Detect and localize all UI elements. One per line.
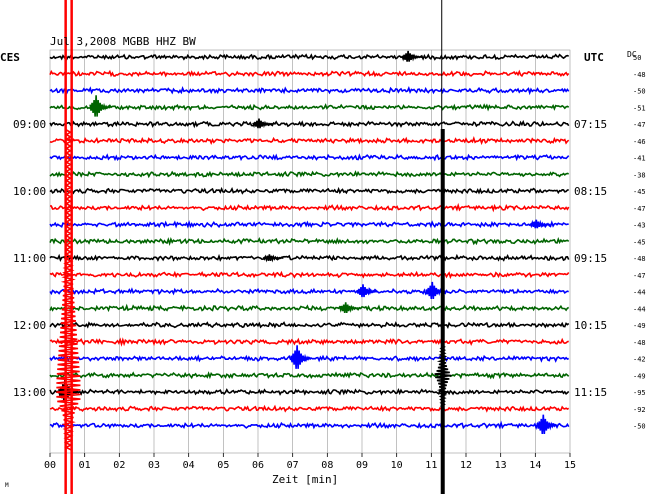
red-event-line xyxy=(70,0,73,494)
dc-offset-label: -95 xyxy=(633,389,646,397)
grid xyxy=(49,49,571,457)
dc-offset-label: -47 xyxy=(633,121,646,129)
trace-line xyxy=(49,69,570,78)
dc-offset-label: -50 xyxy=(633,88,646,96)
left-time-label: 11:00 xyxy=(13,252,46,265)
trace-line xyxy=(49,337,569,347)
trace-line xyxy=(49,136,570,146)
dc-offset-label: -45 xyxy=(633,188,646,196)
labels: Jul 3,2008 MGBB HHZ BW CES UTC DC Zeit [… xyxy=(0,35,646,489)
x-tick-label: 13 xyxy=(495,460,507,471)
event-burst xyxy=(89,95,111,117)
dc-offset-label: -38 xyxy=(633,171,646,179)
black-event-wave xyxy=(434,344,452,409)
event-burst xyxy=(252,118,274,129)
event-burst xyxy=(290,345,312,369)
red-event-wave xyxy=(56,129,81,451)
x-tick-label: 04 xyxy=(183,460,195,471)
trace-line xyxy=(49,236,570,246)
dc-offset-label: -48 xyxy=(633,339,646,347)
right-time-label: 07:15 xyxy=(574,118,607,131)
trace-line xyxy=(49,253,570,263)
dc-offset-label: -47 xyxy=(633,272,646,280)
x-tick-label: 09 xyxy=(356,460,368,471)
right-time-label: 09:15 xyxy=(574,252,607,265)
dc-offset-label: -51 xyxy=(633,104,646,112)
x-tick-label: 12 xyxy=(460,460,472,471)
dc-offset-label: -50 xyxy=(633,423,646,431)
trace-line xyxy=(49,371,570,380)
trace-line xyxy=(49,86,570,96)
right-time-label: 11:15 xyxy=(574,386,607,399)
dc-offset-label: -41 xyxy=(633,155,646,163)
dc-offset-label: -46 xyxy=(633,138,646,146)
plot-frame xyxy=(49,49,571,454)
dc-label: DC xyxy=(627,50,637,59)
event-burst xyxy=(262,254,284,263)
trace-line xyxy=(49,53,570,61)
trace-line xyxy=(49,103,570,112)
x-tick-label: 10 xyxy=(391,460,403,471)
event-burst xyxy=(401,50,423,62)
x-tick-label: 00 xyxy=(44,460,56,471)
left-time-label: 12:00 xyxy=(13,319,46,332)
event-burst xyxy=(536,414,558,434)
left-time-label: 10:00 xyxy=(13,185,46,198)
dc-offset-label: -43 xyxy=(633,222,646,230)
dc-offset-label: -44 xyxy=(633,305,646,313)
trace-line xyxy=(49,287,569,296)
dc-offset-label: -47 xyxy=(633,205,646,213)
trace-line xyxy=(49,153,570,162)
right-time-label: 08:15 xyxy=(574,185,607,198)
x-tick-label: 15 xyxy=(564,460,576,471)
dc-offset-label: -48 xyxy=(633,255,646,263)
trace-line xyxy=(49,404,570,413)
trace-line xyxy=(49,119,570,129)
x-tick-label: 06 xyxy=(252,460,264,471)
x-tick-label: 11 xyxy=(425,460,437,471)
event-overlays xyxy=(56,0,558,494)
x-tick-label: 05 xyxy=(217,460,229,471)
trace-line xyxy=(49,270,570,280)
dc-offset-label: -49 xyxy=(633,372,646,380)
dc-offset-label: -45 xyxy=(633,238,646,246)
left-time-label: 09:00 xyxy=(13,118,46,131)
x-axis-label: Zeit [min] xyxy=(272,473,338,486)
event-burst xyxy=(338,302,360,313)
dc-offset-label: -92 xyxy=(633,406,646,414)
left-time-label: 13:00 xyxy=(13,386,46,399)
red-event-line xyxy=(64,0,67,494)
x-tick-label: 02 xyxy=(113,460,125,471)
trace-line xyxy=(49,220,569,229)
x-tick-label: 01 xyxy=(79,460,91,471)
right-axis-label: UTC xyxy=(584,51,604,64)
small-note: M xyxy=(5,482,9,489)
trace-line xyxy=(49,321,570,330)
traces xyxy=(49,53,570,431)
dc-offset-label: -44 xyxy=(633,289,646,297)
chart-title: Jul 3,2008 MGBB HHZ BW xyxy=(50,35,196,48)
trace-line xyxy=(49,170,569,179)
trace-line xyxy=(49,303,570,313)
trace-line xyxy=(49,420,570,431)
black-event-line xyxy=(440,129,445,494)
x-tick-label: 03 xyxy=(148,460,160,471)
x-tick-label: 07 xyxy=(287,460,299,471)
left-axis-label: CES xyxy=(0,51,20,64)
x-tick-label: 08 xyxy=(321,460,333,471)
dc-offset-label: -42 xyxy=(633,356,646,364)
right-time-label: 10:15 xyxy=(574,319,607,332)
x-tick-label: 14 xyxy=(529,460,541,471)
dc-offset-label: -48 xyxy=(633,71,646,79)
event-burst xyxy=(529,219,551,229)
trace-line xyxy=(49,186,569,196)
trace-line xyxy=(49,387,570,396)
dc-offset-label: 50 xyxy=(633,54,641,62)
dc-offset-label: -49 xyxy=(633,322,646,330)
event-burst xyxy=(356,284,378,298)
trace-line xyxy=(49,202,570,213)
